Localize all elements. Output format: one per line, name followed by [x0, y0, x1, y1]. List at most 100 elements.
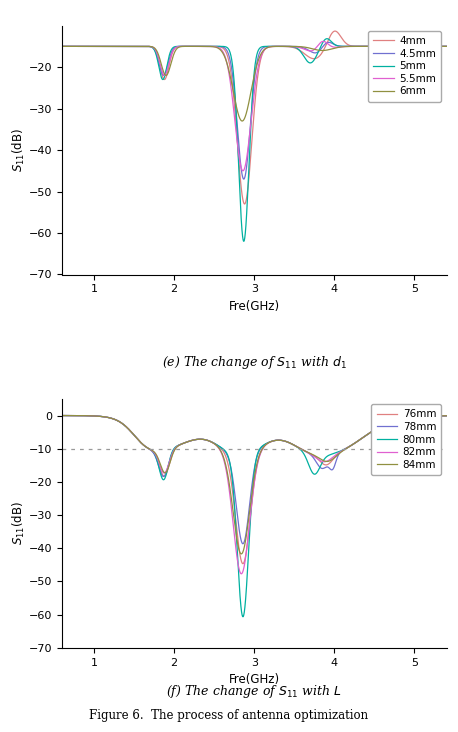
82mm: [436, 411, 442, 420]
5mm: [436, 42, 442, 51]
4mm: [59, 42, 65, 51]
4.5mm: [103, 42, 109, 51]
Line: 4.5mm: 4.5mm: [62, 42, 447, 179]
6mm: [240, 116, 245, 125]
Line: 6mm: 6mm: [62, 46, 447, 121]
5mm: [324, 34, 330, 43]
4.5mm: [241, 175, 246, 184]
76mm: [444, 411, 449, 420]
Text: Figure 6.  The process of antenna optimization: Figure 6. The process of antenna optimiz…: [89, 709, 369, 722]
Line: 5.5mm: 5.5mm: [62, 41, 447, 171]
6mm: [207, 42, 212, 51]
78mm: [436, 411, 442, 420]
5.5mm: [126, 42, 131, 51]
78mm: [103, 413, 109, 422]
80mm: [103, 413, 109, 422]
5mm: [103, 42, 109, 51]
80mm: [436, 411, 442, 420]
Line: 78mm: 78mm: [62, 416, 447, 544]
4mm: [126, 42, 131, 51]
4.5mm: [59, 42, 65, 51]
76mm: [224, 453, 229, 462]
82mm: [224, 465, 229, 474]
5mm: [126, 42, 131, 51]
76mm: [59, 411, 65, 420]
5.5mm: [224, 56, 229, 64]
84mm: [126, 425, 131, 433]
5mm: [224, 42, 229, 51]
6mm: [224, 56, 229, 64]
4.5mm: [395, 42, 401, 51]
76mm: [395, 416, 400, 425]
82mm: [239, 569, 244, 578]
6mm: [436, 42, 442, 51]
4.5mm: [224, 45, 229, 53]
84mm: [444, 411, 449, 420]
Line: 82mm: 82mm: [62, 416, 447, 574]
4.5mm: [436, 42, 442, 51]
Line: 84mm: 84mm: [62, 416, 447, 554]
4mm: [333, 26, 338, 35]
5.5mm: [207, 42, 212, 51]
4mm: [395, 42, 401, 51]
4mm: [103, 42, 109, 51]
4.5mm: [326, 38, 332, 47]
76mm: [126, 425, 131, 433]
Line: 4mm: 4mm: [62, 31, 447, 204]
6mm: [103, 42, 109, 51]
Y-axis label: $S_{11}$(dB): $S_{11}$(dB): [11, 128, 27, 172]
80mm: [59, 411, 65, 420]
X-axis label: Fre(GHz): Fre(GHz): [229, 673, 280, 686]
4.5mm: [207, 42, 212, 51]
84mm: [395, 416, 400, 425]
4.5mm: [126, 42, 131, 51]
6mm: [395, 42, 400, 51]
78mm: [395, 416, 400, 425]
4.5mm: [444, 42, 449, 51]
5.5mm: [59, 42, 65, 51]
84mm: [103, 413, 109, 422]
Legend: 76mm, 78mm, 80mm, 82mm, 84mm: 76mm, 78mm, 80mm, 82mm, 84mm: [371, 404, 442, 475]
5mm: [59, 42, 65, 51]
X-axis label: Fre(GHz): Fre(GHz): [229, 300, 280, 313]
4mm: [444, 42, 449, 51]
82mm: [444, 411, 449, 420]
80mm: [207, 436, 212, 445]
78mm: [224, 449, 229, 458]
78mm: [59, 411, 65, 420]
76mm: [207, 436, 212, 445]
82mm: [103, 413, 109, 422]
78mm: [444, 411, 449, 420]
5.5mm: [103, 42, 109, 51]
Text: (f) The change of $S_{11}$ with $L$: (f) The change of $S_{11}$ with $L$: [166, 683, 342, 701]
Y-axis label: $S_{11}$(dB): $S_{11}$(dB): [11, 501, 27, 545]
84mm: [59, 411, 65, 420]
6mm: [444, 42, 449, 51]
78mm: [126, 425, 131, 433]
5.5mm: [436, 42, 442, 51]
80mm: [444, 411, 449, 420]
5mm: [395, 42, 401, 51]
76mm: [240, 559, 245, 568]
80mm: [224, 448, 229, 457]
4mm: [436, 42, 442, 51]
84mm: [224, 462, 229, 471]
80mm: [240, 613, 245, 621]
78mm: [240, 539, 245, 548]
84mm: [436, 411, 442, 420]
5.5mm: [240, 166, 245, 175]
6mm: [126, 42, 131, 51]
5.5mm: [321, 37, 326, 45]
5mm: [444, 42, 449, 51]
76mm: [103, 413, 109, 422]
5mm: [241, 237, 246, 246]
Text: (e) The change of $S_{11}$ with $d_1$: (e) The change of $S_{11}$ with $d_1$: [162, 354, 347, 371]
80mm: [126, 425, 131, 433]
Line: 80mm: 80mm: [62, 416, 447, 617]
82mm: [126, 425, 131, 433]
4mm: [224, 48, 229, 56]
84mm: [239, 550, 244, 559]
5mm: [207, 42, 212, 51]
80mm: [395, 416, 400, 425]
78mm: [207, 436, 212, 445]
